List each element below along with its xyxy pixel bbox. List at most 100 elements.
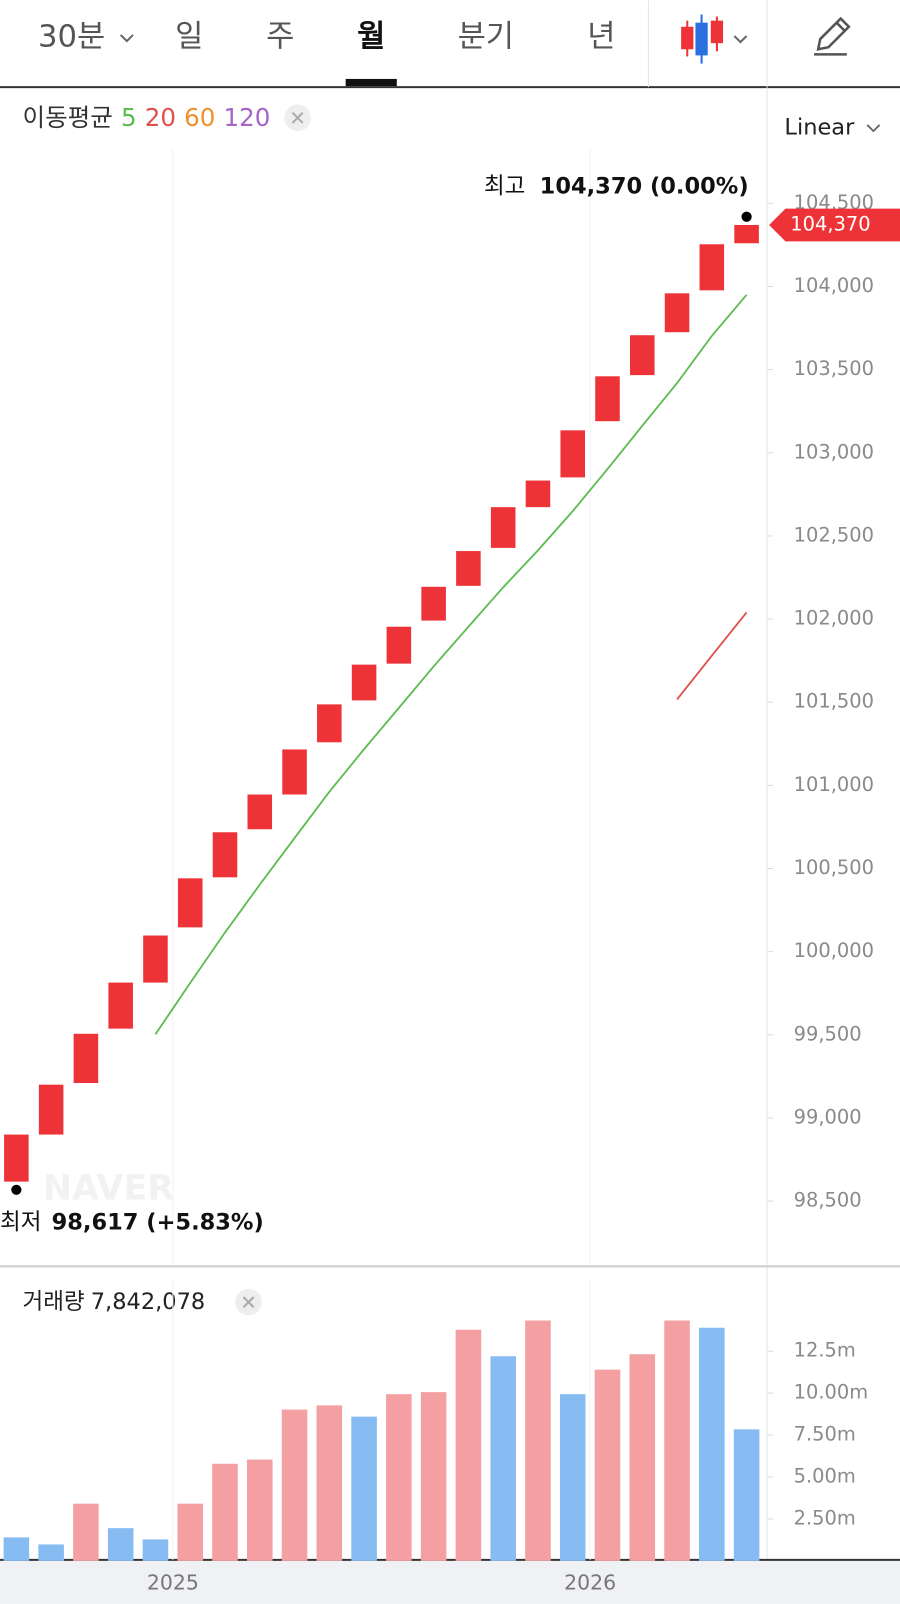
label: 최저 bbox=[0, 1209, 41, 1235]
high-annotation: 최고 104,370 (0.00%) bbox=[484, 173, 749, 199]
y-tick-label: 2.50m bbox=[794, 1506, 856, 1529]
watermark: NAVER bbox=[43, 1169, 174, 1209]
volume-bar bbox=[559, 1394, 586, 1561]
price-tag-label: 104,370 bbox=[790, 212, 870, 235]
candle bbox=[177, 878, 203, 928]
legend-entry: 60 bbox=[184, 103, 215, 132]
candle bbox=[247, 794, 273, 830]
volume-bar bbox=[281, 1409, 308, 1561]
candle bbox=[595, 376, 620, 422]
volume-bar bbox=[351, 1416, 377, 1561]
y-tick-label: 103,000 bbox=[794, 440, 874, 463]
close-button[interactable] bbox=[235, 1288, 262, 1316]
dropdown-icon[interactable] bbox=[866, 124, 881, 133]
volume-bar bbox=[142, 1539, 169, 1561]
volume-bar bbox=[386, 1394, 412, 1561]
volume-bar bbox=[699, 1327, 725, 1561]
y-tick-label: 101,500 bbox=[794, 690, 874, 713]
candle bbox=[630, 335, 655, 376]
candle bbox=[560, 430, 585, 478]
volume-bar bbox=[629, 1354, 656, 1561]
y-tick-label: 98,500 bbox=[794, 1189, 862, 1212]
low-marker bbox=[11, 1184, 22, 1195]
candle bbox=[4, 1134, 29, 1182]
candle bbox=[212, 832, 238, 878]
close-button[interactable] bbox=[284, 104, 311, 132]
volume-bar bbox=[246, 1459, 273, 1561]
x-tick-label: 2026 bbox=[564, 1570, 616, 1594]
volume-bar bbox=[316, 1405, 343, 1561]
legend-title: 거래량 bbox=[23, 1289, 85, 1315]
high-marker bbox=[741, 211, 752, 222]
value: 104,370 (0.00%) bbox=[540, 173, 749, 199]
y-tick-label: 5.00m bbox=[794, 1465, 856, 1488]
draw-tool-icon[interactable] bbox=[814, 16, 851, 56]
y-tick-label: 104,500 bbox=[794, 191, 874, 214]
y-tick-label: 104,000 bbox=[794, 274, 874, 297]
y-tick-label: 99,500 bbox=[794, 1022, 862, 1045]
volume-bar bbox=[177, 1503, 204, 1561]
legend-entry: 20 bbox=[145, 103, 176, 132]
candle bbox=[456, 551, 481, 586]
candle bbox=[386, 626, 412, 664]
y-tick-label: 100,500 bbox=[794, 856, 874, 879]
volume-bar bbox=[212, 1463, 238, 1561]
time-axis-band bbox=[0, 1560, 900, 1604]
candle bbox=[699, 244, 725, 291]
volume-bar bbox=[3, 1537, 30, 1561]
volume-bar bbox=[38, 1544, 64, 1561]
tab-underline bbox=[345, 78, 397, 87]
volume-bar bbox=[73, 1503, 99, 1561]
legend-entry: 120 bbox=[224, 103, 271, 132]
volume-bar bbox=[420, 1392, 447, 1561]
y-tick-label: 101,000 bbox=[794, 773, 874, 796]
y-tick-label: 102,500 bbox=[794, 523, 874, 546]
y-tick-label: 7.50m bbox=[794, 1423, 856, 1446]
candle bbox=[490, 507, 516, 548]
tab[interactable]: 주 bbox=[266, 20, 294, 55]
volume-bar bbox=[107, 1528, 134, 1561]
candle bbox=[351, 664, 377, 701]
x-tick-label: 2025 bbox=[147, 1570, 199, 1594]
candle bbox=[525, 480, 551, 508]
chart-type-icon[interactable] bbox=[681, 14, 748, 64]
y-tick-label: 103,500 bbox=[794, 357, 874, 380]
candle bbox=[734, 224, 759, 244]
y-tick-label: 10.00m bbox=[794, 1381, 869, 1404]
volume-bar bbox=[490, 1356, 516, 1561]
y-tick-label: 102,000 bbox=[794, 607, 874, 630]
candle bbox=[317, 704, 342, 743]
candle bbox=[143, 935, 168, 983]
price-tag bbox=[769, 208, 900, 242]
tab-active[interactable]: 월 bbox=[357, 20, 385, 55]
volume-legend: 거래량 7,842,078 bbox=[23, 1289, 206, 1315]
volume-bar bbox=[664, 1320, 690, 1561]
y-tick-label: 99,000 bbox=[794, 1105, 862, 1128]
candle bbox=[73, 1033, 99, 1084]
tab[interactable]: 년 bbox=[587, 20, 615, 55]
candle bbox=[664, 293, 690, 333]
scale-mode[interactable]: Linear bbox=[784, 115, 855, 141]
candle bbox=[108, 982, 133, 1029]
candle bbox=[282, 749, 307, 795]
y-tick-label: 100,000 bbox=[794, 939, 874, 962]
ma-line bbox=[676, 611, 748, 700]
ma-line bbox=[154, 294, 748, 1035]
label: 최고 bbox=[484, 173, 525, 199]
tab[interactable]: 분기 bbox=[458, 20, 514, 55]
ma-legend: 이동평균 5 20 60 120 bbox=[23, 103, 271, 132]
low-annotation: 최저 98,617 (+5.83%) bbox=[0, 1209, 264, 1235]
legend-value: 7,842,078 bbox=[91, 1289, 206, 1315]
legend-entry: 5 bbox=[121, 103, 137, 132]
tab[interactable]: 30분 bbox=[38, 20, 105, 55]
y-tick-label: 12.5m bbox=[794, 1339, 856, 1362]
value: 98,617 (+5.83%) bbox=[52, 1209, 264, 1235]
candle bbox=[38, 1084, 64, 1135]
dropdown-icon[interactable] bbox=[119, 34, 134, 43]
tab[interactable]: 일 bbox=[175, 20, 203, 55]
candle bbox=[421, 586, 446, 621]
volume-bar bbox=[594, 1369, 621, 1561]
